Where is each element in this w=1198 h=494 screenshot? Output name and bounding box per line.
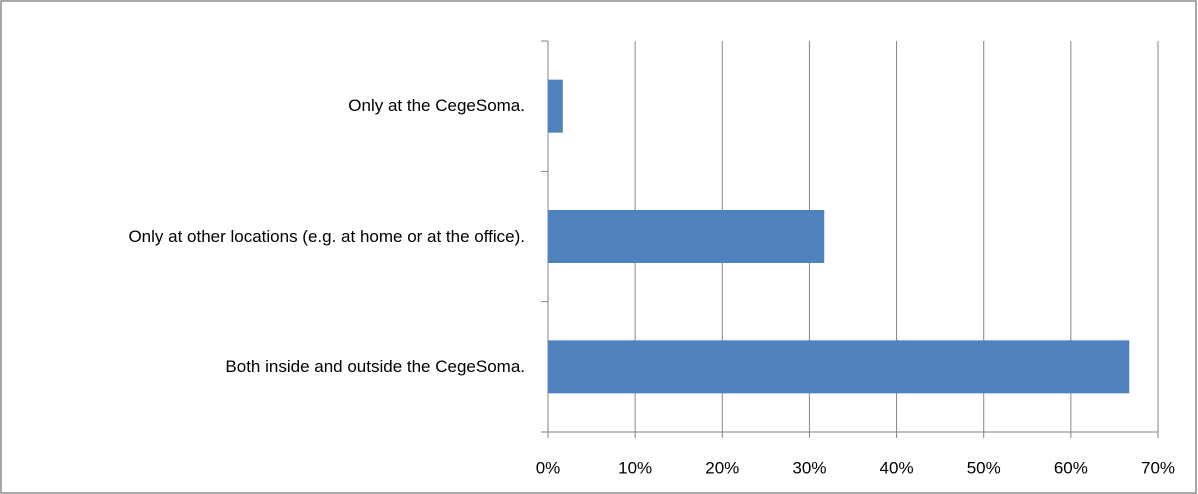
bar: [548, 210, 825, 263]
x-tick-label: 10%: [618, 458, 652, 477]
y-tick-label: Both inside and outside the CegeSoma.: [225, 356, 525, 376]
x-tick-label: 70%: [1141, 458, 1175, 477]
bar: [548, 340, 1130, 394]
bar: [548, 79, 563, 133]
x-tick-label: 60%: [1054, 458, 1088, 477]
x-tick-label: 50%: [967, 458, 1001, 477]
x-tick-label: 30%: [792, 458, 826, 477]
x-tick-label: 20%: [705, 458, 739, 477]
x-tick-label: 40%: [880, 458, 914, 477]
x-tick-label: 0%: [536, 458, 561, 477]
y-tick-label: Only at the CegeSoma.: [348, 96, 525, 116]
y-tick-label: Only at other locations (e.g. at home or…: [128, 226, 525, 246]
